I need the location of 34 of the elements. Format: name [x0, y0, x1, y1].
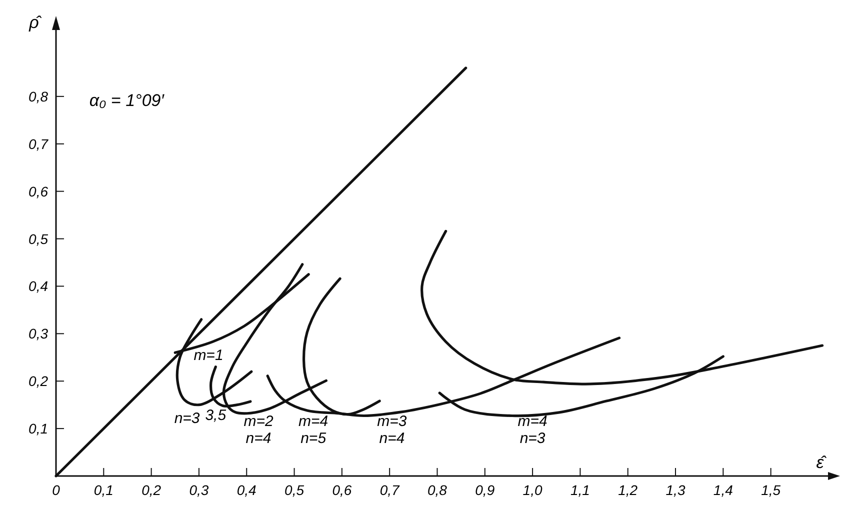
x-tick-label: 1,4: [713, 482, 734, 498]
y-tick-label: 0,2: [28, 373, 48, 390]
annotation: m=4 n=5: [298, 413, 328, 448]
annotation: 3,5: [205, 407, 227, 424]
annotation: m=1: [194, 346, 224, 364]
x-tick-label: 0,5: [284, 482, 304, 498]
y-tick-label: 0,7: [28, 136, 50, 152]
x-tick-label: 0,7: [380, 482, 401, 498]
annotation: m=2 n=4: [244, 413, 274, 448]
y-axis-title: ρ̂: [28, 13, 42, 32]
annotation: n=3: [174, 410, 200, 427]
x-tick-label: 0,3: [189, 482, 209, 498]
x-tick-label: 0,2: [142, 482, 162, 498]
x-tick-label: 1,5: [761, 482, 781, 498]
x-tick-label: 0,6: [332, 482, 352, 498]
y-tick-label: 0,5: [28, 230, 48, 247]
x-axis-title: ε̂: [816, 453, 827, 472]
annotation: m=3 n=4: [377, 413, 408, 448]
x-tick-label: 0,9: [475, 482, 495, 498]
annotation: α₀ = 1°09′: [89, 90, 165, 110]
x-tick-label: 0,1: [94, 482, 114, 498]
x-tick-label: 0: [52, 482, 60, 498]
y-tick-label: 0,3: [28, 326, 48, 342]
x-tick-label: 0,8: [428, 482, 448, 498]
x-tick-label: 0,4: [236, 482, 257, 498]
annotation: m=4 n=3: [518, 413, 548, 448]
x-tick-label: 1,2: [618, 482, 638, 498]
x-tick-label: 1,0: [522, 482, 542, 498]
x-tick-label: 1,1: [570, 482, 590, 498]
y-tick-label: 0,4: [28, 278, 48, 294]
x-tick-label: 1,3: [666, 482, 686, 498]
y-tick-label: 0,1: [28, 420, 48, 437]
y-tick-label: 0,8: [28, 88, 48, 104]
y-tick-label: 0,6: [28, 183, 48, 200]
